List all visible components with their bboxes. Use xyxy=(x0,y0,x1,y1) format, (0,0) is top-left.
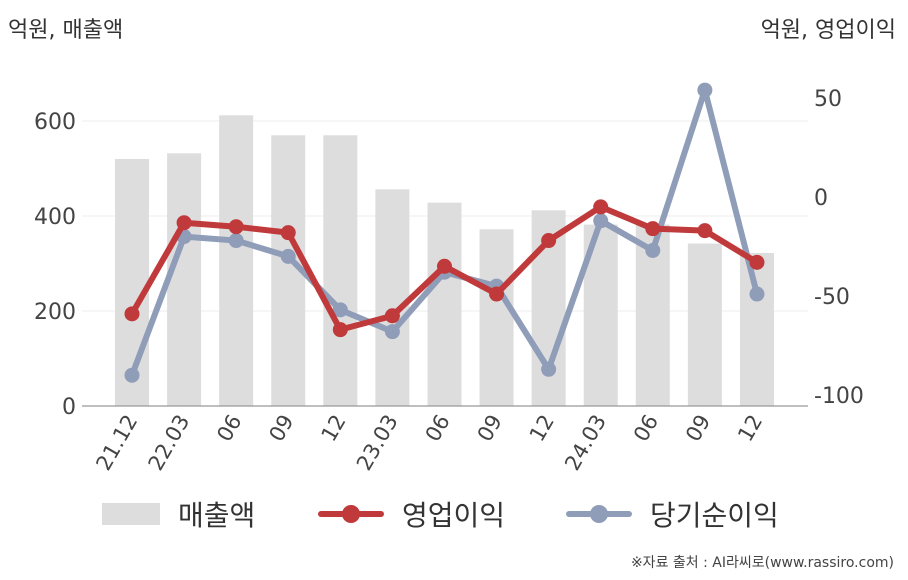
point-operating-profit xyxy=(280,225,296,241)
point-operating-profit xyxy=(176,215,192,231)
point-net-income xyxy=(332,302,348,318)
point-operating-profit xyxy=(489,286,505,302)
point-net-income xyxy=(541,361,557,377)
x-axis-tick-label: 23.03 xyxy=(352,411,403,475)
point-operating-profit xyxy=(541,233,557,249)
legend-swatch-operating-profit xyxy=(318,503,384,525)
x-axis-tick-label: 12 xyxy=(525,411,559,446)
x-axis-tick-label: 06 xyxy=(421,411,455,446)
point-net-income xyxy=(384,324,400,340)
bar-revenue xyxy=(739,253,774,406)
source-note: ※자료 출처 : AI라씨로(www.rassiro.com) xyxy=(630,555,894,571)
legend-label-revenue: 매출액 xyxy=(178,499,256,532)
right-axis-tick-label: 0 xyxy=(814,186,828,211)
x-axis-tick-label: 22.03 xyxy=(144,411,195,475)
x-axis-tick-label: 12 xyxy=(316,411,350,446)
x-axis-tick-label: 06 xyxy=(212,411,246,446)
left-axis-unit: 억원, 매출액 xyxy=(8,18,124,43)
point-operating-profit xyxy=(436,258,452,274)
right-axis-tick-label: 50 xyxy=(814,87,842,112)
x-axis-tick-label: 24.03 xyxy=(560,411,611,475)
left-axis-tick-label: 600 xyxy=(34,110,76,135)
bar-revenue xyxy=(479,229,514,406)
bar-revenue xyxy=(219,115,254,407)
point-operating-profit xyxy=(124,306,140,322)
point-operating-profit xyxy=(645,221,661,237)
x-axis-tick-label: 09 xyxy=(681,411,715,446)
right-axis-unit: 억원, 영업이익 xyxy=(760,18,896,43)
x-axis-tick-label: 09 xyxy=(473,411,507,446)
legend-label-net-income: 당기순이익 xyxy=(650,499,779,532)
point-operating-profit xyxy=(228,219,244,235)
bar-revenue xyxy=(427,202,462,406)
right-axis-tick-label: -50 xyxy=(814,285,850,310)
legend: 매출액 영업이익 당기순이익 xyxy=(0,492,908,536)
point-net-income xyxy=(124,367,140,383)
bar-revenue xyxy=(687,243,722,406)
bar-revenue xyxy=(115,159,149,406)
point-operating-profit xyxy=(697,223,713,239)
point-operating-profit xyxy=(384,308,400,324)
right-axis-tick-label: -100 xyxy=(814,384,864,409)
bar-revenue xyxy=(375,189,410,406)
legend-label-operating-profit: 영업이익 xyxy=(402,499,506,532)
point-net-income xyxy=(593,213,609,229)
x-axis-tick-label: 09 xyxy=(264,411,298,446)
point-operating-profit xyxy=(749,254,765,270)
bar-revenue xyxy=(323,135,358,406)
left-axis-tick-label: 0 xyxy=(62,395,76,420)
bar-revenue xyxy=(167,153,202,406)
point-operating-profit xyxy=(332,322,348,338)
point-net-income xyxy=(697,82,713,98)
x-axis-tick-label: 12 xyxy=(733,411,767,446)
point-operating-profit xyxy=(593,199,609,215)
left-axis-tick-label: 400 xyxy=(34,205,76,230)
point-net-income xyxy=(749,286,765,302)
point-net-income xyxy=(645,242,661,258)
legend-swatch-net-income xyxy=(566,503,632,525)
left-axis-tick-label: 200 xyxy=(34,300,76,325)
legend-swatch-revenue xyxy=(102,503,160,525)
point-net-income xyxy=(280,248,296,264)
x-axis-tick-label: 06 xyxy=(629,411,663,446)
point-net-income xyxy=(228,233,244,249)
legend-item-net-income: 당기순이익 xyxy=(566,492,779,536)
legend-item-operating-profit: 영업이익 xyxy=(318,492,505,536)
x-axis-tick-label: 21.12 xyxy=(91,411,142,475)
legend-item-revenue: 매출액 xyxy=(102,492,255,536)
